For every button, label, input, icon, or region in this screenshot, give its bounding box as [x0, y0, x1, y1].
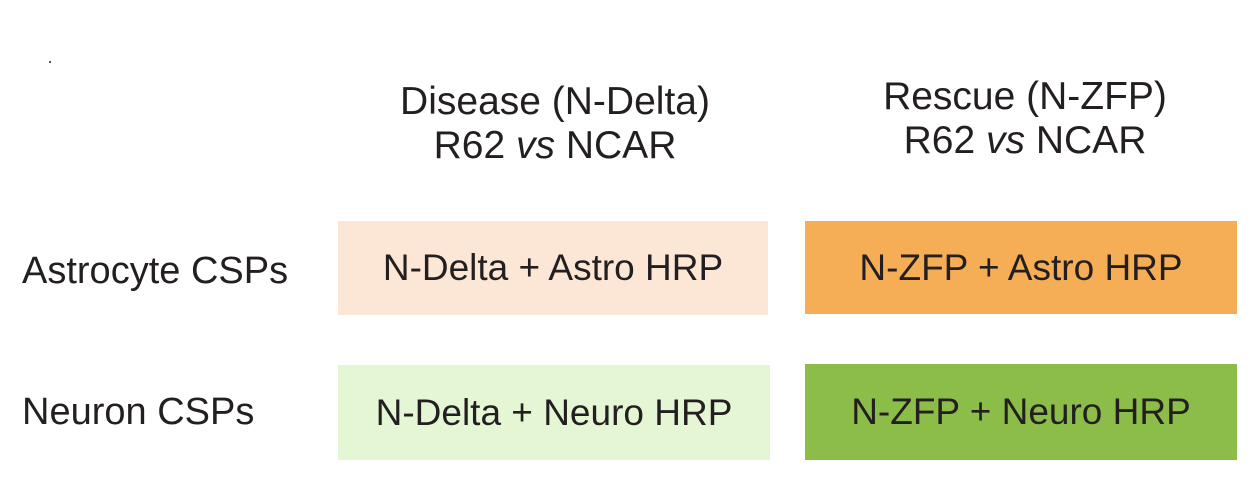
column-header-rescue: Rescue (N-ZFP) R62 vs NCAR: [800, 75, 1250, 163]
column-title: Disease (N-Delta): [400, 80, 710, 123]
column-title: Rescue (N-ZFP): [883, 75, 1167, 118]
column-header-disease: Disease (N-Delta) R62 vs NCAR: [330, 80, 780, 168]
stray-dot: [49, 61, 51, 63]
column-comparison: R62 vs NCAR: [433, 124, 677, 167]
row-label-astrocyte: Astrocyte CSPs: [22, 250, 289, 292]
cell-rescue-astro: N-ZFP + Astro HRP: [805, 221, 1237, 314]
cell-disease-neuron: N-Delta + Neuro HRP: [338, 365, 770, 460]
cell-rescue-neuron: N-ZFP + Neuro HRP: [805, 364, 1237, 460]
column-comparison: R62 vs NCAR: [903, 119, 1147, 162]
cell-disease-astro: N-Delta + Astro HRP: [338, 221, 768, 315]
row-label-neuron: Neuron CSPs: [22, 391, 255, 433]
